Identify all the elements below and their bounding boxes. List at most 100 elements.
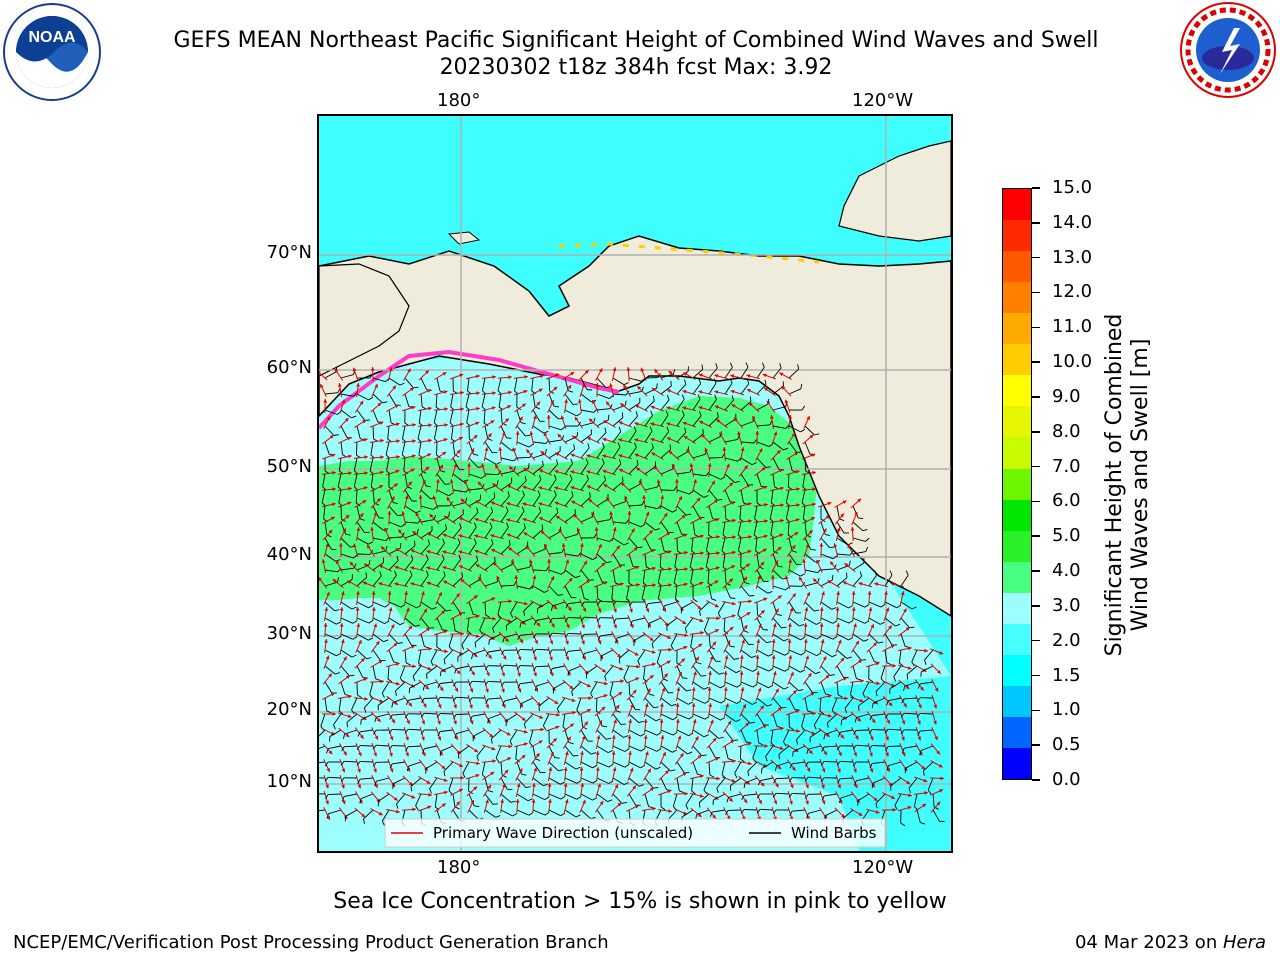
wind-barb [433, 409, 438, 423]
noaa-logo: NOAA [3, 3, 101, 101]
wind-barb [324, 425, 335, 436]
wind-barb [760, 777, 774, 782]
wind-barb [788, 697, 796, 710]
wind-barb-flag [430, 661, 434, 667]
wind-barb-flag [525, 786, 531, 789]
wave-arrow-head [477, 481, 482, 486]
wave-arrow-head [363, 486, 368, 490]
wind-barb [388, 575, 397, 587]
wind-barb-flag [586, 389, 593, 391]
wind-barb [536, 617, 550, 621]
wave-arrow-head [776, 450, 781, 454]
wind-barb-flag [629, 694, 635, 698]
wind-barb [804, 457, 807, 472]
wave-arrow-head [408, 782, 413, 786]
wind-barb [473, 729, 486, 737]
wind-barb [855, 744, 870, 747]
wave-arrow-head [611, 751, 616, 755]
wave-arrow-head [428, 647, 432, 651]
wind-barb [510, 601, 518, 614]
wind-barb-flag [336, 652, 342, 657]
wave-arrow-head [506, 518, 511, 522]
wind-barb [782, 729, 790, 742]
lon-label-top-180: 180° [437, 90, 481, 111]
wind-barb [596, 777, 609, 784]
wind-barb [403, 457, 406, 471]
wind-barb [841, 713, 854, 721]
wave-arrow-head [746, 563, 750, 568]
wind-barb [436, 601, 447, 612]
wind-barb-flag [788, 793, 793, 798]
wind-barb [740, 441, 755, 444]
wind-barb [356, 393, 369, 401]
wind-barb [410, 777, 422, 787]
wave-arrow-head [613, 608, 617, 613]
wind-barb [824, 729, 838, 736]
wind-barb [532, 548, 546, 555]
wind-barb-flag [800, 383, 803, 389]
wave-arrow-head [755, 655, 760, 659]
wind-barb [852, 617, 865, 624]
wind-barb-flag [772, 809, 777, 815]
wave-arrow-head [755, 431, 760, 435]
wind-barb [532, 409, 541, 422]
wave-arrow-head [758, 623, 762, 628]
wind-barb-flag [425, 570, 429, 576]
wave-arrow-head [346, 437, 351, 441]
wave-arrow-head [533, 767, 538, 772]
wind-barb-flag [357, 694, 362, 698]
wave-arrow-head [700, 631, 704, 635]
wind-barb [788, 649, 802, 656]
wind-barb-flag [365, 572, 368, 578]
wave-arrow-head [339, 543, 343, 547]
wave-arrow-head [519, 639, 524, 644]
wind-barb [660, 537, 665, 551]
wave-arrow-head [634, 422, 639, 426]
wind-barb [644, 729, 658, 736]
wave-arrow-head [668, 450, 673, 455]
land-arctic-islands [838, 140, 951, 242]
wind-barb [884, 649, 888, 663]
wind-barb [324, 617, 337, 625]
wind-barb [643, 665, 646, 679]
wind-barb [505, 713, 518, 722]
wind-barb [425, 761, 438, 770]
wind-barb-flag [387, 678, 393, 683]
wave-arrow-head [319, 577, 323, 582]
wind-barb-flag [917, 730, 921, 736]
wind-barb-flag [908, 788, 912, 794]
wind-barb-flag [704, 700, 710, 704]
wave-arrow-head [714, 603, 719, 608]
colorbar-tick-mark [1032, 500, 1040, 503]
wind-barb [772, 585, 786, 591]
wave-arrow-head [707, 463, 712, 467]
wave-arrow-head [905, 627, 910, 631]
wind-barb [532, 494, 541, 507]
wind-barb [564, 553, 578, 557]
wind-barb [788, 665, 801, 673]
colorbar-tick-mark [1032, 256, 1040, 259]
wave-arrow-head [556, 713, 560, 717]
colorbar-segment [1003, 313, 1031, 345]
wind-barb-flag [389, 763, 393, 769]
wind-barb [770, 729, 774, 743]
wind-barb-flag [405, 662, 411, 666]
wind-barb [612, 431, 622, 443]
wind-barb-flag [529, 742, 534, 747]
wave-arrow-head [505, 418, 509, 423]
wind-barb [532, 761, 541, 773]
colorbar-segment [1003, 623, 1031, 655]
wind-barb-flag [696, 662, 702, 665]
wave-arrow-head [572, 710, 576, 715]
wind-barb-flag [326, 710, 332, 714]
wind-barb [340, 601, 353, 610]
wind-barb [648, 617, 662, 624]
wave-arrow-head [636, 583, 640, 587]
wind-barb [692, 649, 697, 663]
wind-barb-flag [652, 396, 655, 402]
wave-arrow-head [667, 635, 671, 639]
wind-barb [564, 761, 577, 770]
wave-arrow-head [474, 517, 479, 522]
wind-barb [801, 713, 806, 727]
wave-arrow-head [886, 719, 890, 724]
